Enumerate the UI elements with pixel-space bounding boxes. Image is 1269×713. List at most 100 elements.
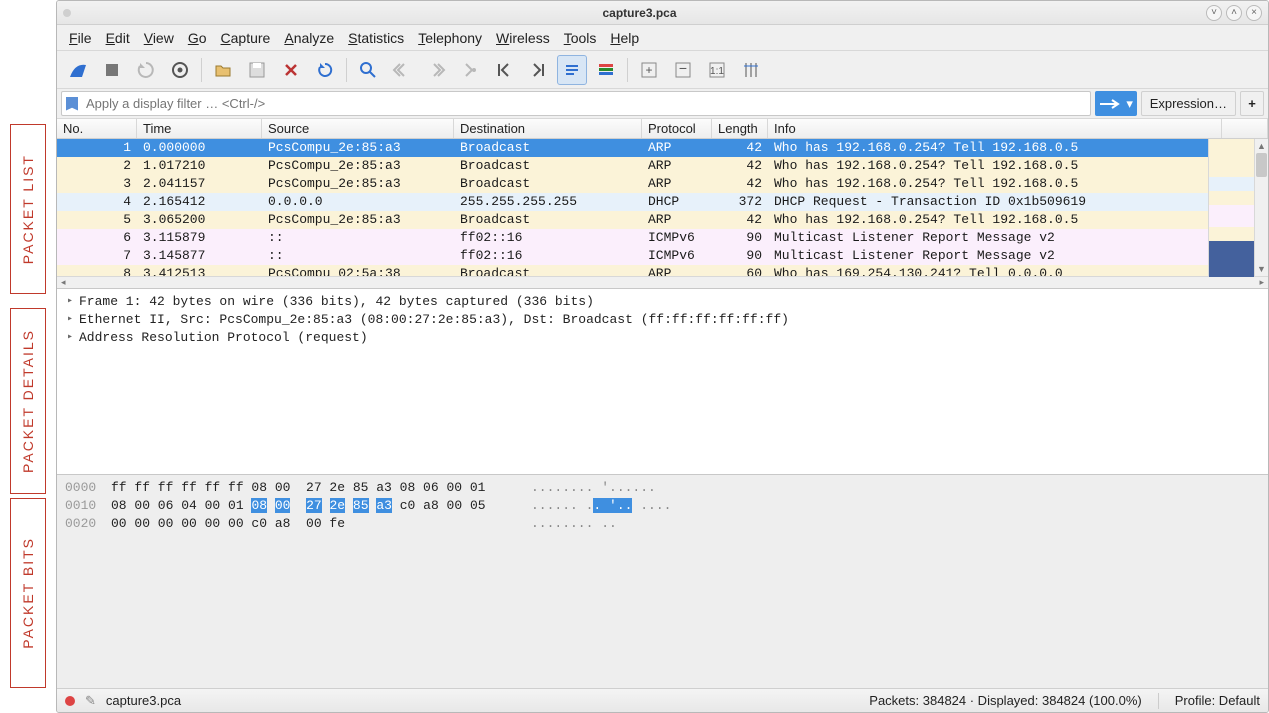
svg-text:−: −: [679, 60, 687, 76]
window-title: capture3.pca: [77, 6, 1202, 20]
table-row[interactable]: 73.145877::ff02::16ICMPv690Multicast Lis…: [57, 247, 1268, 265]
first-packet-icon[interactable]: [489, 55, 519, 85]
filter-bar: ▾ Expression… +: [57, 89, 1268, 119]
side-label-bits: PACKET BITS: [10, 498, 46, 688]
packet-details-pane[interactable]: ▸Frame 1: 42 bytes on wire (336 bits), 4…: [57, 289, 1268, 475]
column-header-dst[interactable]: Destination: [454, 119, 642, 138]
side-label-bits-text: PACKET BITS: [20, 537, 36, 649]
menubar: File Edit View Go Capture Analyze Statistics Te…: [57, 25, 1268, 51]
apply-filter-button[interactable]: ▾: [1095, 91, 1137, 116]
menu-view[interactable]: View: [144, 30, 174, 46]
toolbar-separator: [201, 58, 202, 82]
menu-edit[interactable]: Edit: [106, 30, 130, 46]
overview-band: [1209, 177, 1254, 191]
stop-capture-icon[interactable]: [97, 55, 127, 85]
table-row[interactable]: 53.065200PcsCompu_2e:85:a3BroadcastARP42…: [57, 211, 1268, 229]
expert-info-icon[interactable]: [65, 696, 75, 706]
side-label-list-text: PACKET LIST: [20, 154, 36, 264]
packet-list-scrollbar-vertical[interactable]: ▲ ▼: [1254, 139, 1268, 276]
status-packets: Packets: 384824 · Displayed: 384824 (100…: [869, 693, 1141, 708]
expand-icon[interactable]: ▸: [65, 329, 75, 347]
packet-overview-strip: [1208, 139, 1254, 276]
save-file-icon[interactable]: [242, 55, 272, 85]
svg-text:+: +: [645, 63, 652, 77]
menu-file[interactable]: File: [69, 30, 92, 46]
menu-tools[interactable]: Tools: [564, 30, 597, 46]
goto-packet-icon[interactable]: [455, 55, 485, 85]
packet-bytes-pane[interactable]: 0000ff ff ff ff ff ff 08 00 27 2e 85 a3 …: [57, 475, 1268, 688]
bytes-row[interactable]: 0000ff ff ff ff ff ff 08 00 27 2e 85 a3 …: [65, 479, 1260, 497]
menu-capture[interactable]: Capture: [221, 30, 271, 46]
close-file-icon[interactable]: [276, 55, 306, 85]
titlebar: capture3.pca ˅ ˄ ×: [57, 1, 1268, 25]
app-menu-icon[interactable]: [63, 9, 71, 17]
table-row[interactable]: 83.412513PcsCompu_02:5a:38BroadcastARP60…: [57, 265, 1268, 276]
capture-options-icon[interactable]: [165, 55, 195, 85]
side-label-list: PACKET LIST: [10, 124, 46, 294]
toolbar-separator: [627, 58, 628, 82]
bytes-row[interactable]: 001008 00 06 04 00 01 08 00 27 2e 85 a3 …: [65, 497, 1260, 515]
resize-columns-icon[interactable]: [736, 55, 766, 85]
filter-expression-button[interactable]: Expression…: [1141, 91, 1236, 116]
toolbar-separator: [346, 58, 347, 82]
toolbar: + − 1:1: [57, 51, 1268, 89]
zoom-in-icon[interactable]: +: [634, 55, 664, 85]
table-row[interactable]: 63.115879::ff02::16ICMPv690Multicast Lis…: [57, 229, 1268, 247]
status-separator: [1158, 693, 1159, 709]
maximize-button[interactable]: ˄: [1226, 5, 1242, 21]
find-packet-icon[interactable]: [353, 55, 383, 85]
tree-row[interactable]: ▸Ethernet II, Src: PcsCompu_2e:85:a3 (08…: [65, 311, 1260, 329]
menu-help[interactable]: Help: [610, 30, 639, 46]
status-bar: ✎ capture3.pca Packets: 384824 · Display…: [57, 688, 1268, 712]
restart-capture-icon[interactable]: [131, 55, 161, 85]
expand-icon[interactable]: ▸: [65, 293, 75, 311]
overview-band: [1209, 241, 1254, 277]
add-filter-button[interactable]: +: [1240, 91, 1264, 116]
minimize-button[interactable]: ˅: [1206, 5, 1222, 21]
table-row[interactable]: 10.000000PcsCompu_2e:85:a3BroadcastARP42…: [57, 139, 1268, 157]
menu-statistics[interactable]: Statistics: [348, 30, 404, 46]
zoom-out-icon[interactable]: −: [668, 55, 698, 85]
column-header-src[interactable]: Source: [262, 119, 454, 138]
tree-row[interactable]: ▸Frame 1: 42 bytes on wire (336 bits), 4…: [65, 293, 1260, 311]
display-filter-input[interactable]: [84, 95, 1086, 112]
table-row[interactable]: 42.1654120.0.0.0255.255.255.255DHCP372DH…: [57, 193, 1268, 211]
column-header-info[interactable]: Info: [768, 119, 1222, 138]
column-header-no[interactable]: No.: [57, 119, 137, 138]
bookmark-icon[interactable]: [66, 97, 78, 111]
go-back-icon[interactable]: [387, 55, 417, 85]
column-header-proto[interactable]: Protocol: [642, 119, 712, 138]
menu-analyze[interactable]: Analyze: [284, 30, 334, 46]
status-file: capture3.pca: [106, 693, 181, 708]
column-header-overview: [1222, 119, 1268, 138]
tree-row[interactable]: ▸Address Resolution Protocol (request): [65, 329, 1260, 347]
column-header-time[interactable]: Time: [137, 119, 262, 138]
scrollbar-thumb[interactable]: [1256, 153, 1267, 177]
close-button[interactable]: ×: [1246, 5, 1262, 21]
column-header-len[interactable]: Length: [712, 119, 768, 138]
svg-text:1:1: 1:1: [710, 66, 724, 77]
overview-band: [1209, 139, 1254, 177]
menu-telephony[interactable]: Telephony: [418, 30, 482, 46]
auto-scroll-icon[interactable]: [557, 55, 587, 85]
side-label-details-text: PACKET DETAILS: [20, 329, 36, 473]
shark-fin-icon[interactable]: [63, 55, 93, 85]
last-packet-icon[interactable]: [523, 55, 553, 85]
open-file-icon[interactable]: [208, 55, 238, 85]
table-row[interactable]: 21.017210PcsCompu_2e:85:a3BroadcastARP42…: [57, 157, 1268, 175]
reload-file-icon[interactable]: [310, 55, 340, 85]
go-forward-icon[interactable]: [421, 55, 451, 85]
menu-wireless[interactable]: Wireless: [496, 30, 550, 46]
packet-list-scrollbar-horizontal[interactable]: ◂▸: [57, 276, 1268, 288]
table-row[interactable]: 32.041157PcsCompu_2e:85:a3BroadcastARP42…: [57, 175, 1268, 193]
status-profile[interactable]: Profile: Default: [1175, 693, 1260, 708]
edit-capture-comment-icon[interactable]: ✎: [85, 693, 96, 709]
zoom-reset-icon[interactable]: 1:1: [702, 55, 732, 85]
expand-icon[interactable]: ▸: [65, 311, 75, 329]
overview-band: [1209, 191, 1254, 205]
bytes-row[interactable]: 002000 00 00 00 00 00 c0 a8 00 fe.......…: [65, 515, 1260, 533]
colorize-icon[interactable]: [591, 55, 621, 85]
packet-list-body[interactable]: 10.000000PcsCompu_2e:85:a3BroadcastARP42…: [57, 139, 1268, 276]
menu-go[interactable]: Go: [188, 30, 207, 46]
display-filter-field[interactable]: [61, 91, 1091, 116]
